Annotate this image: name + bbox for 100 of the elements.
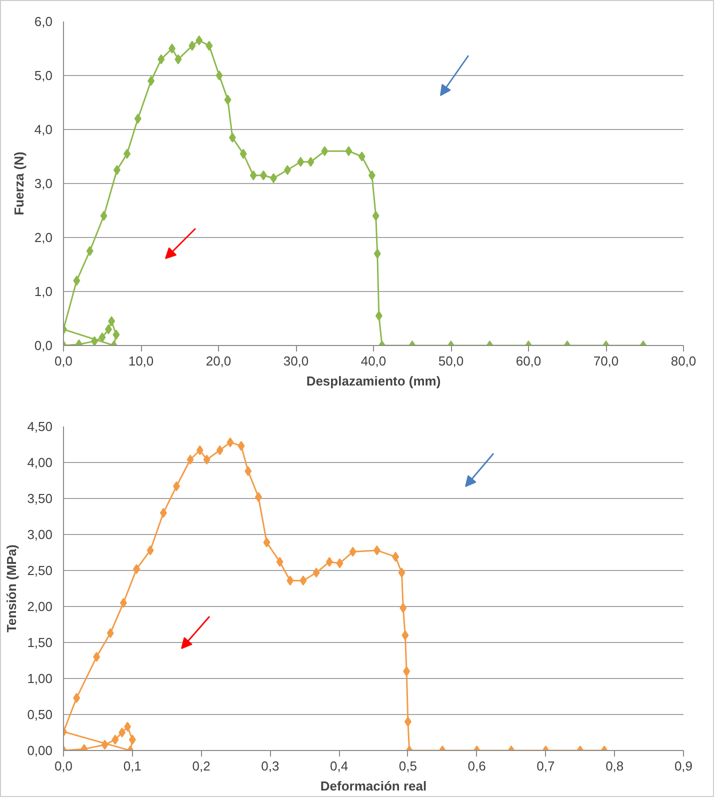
- point: [106, 628, 114, 638]
- x-tick-label: 10,0: [128, 354, 154, 368]
- point: [398, 568, 406, 578]
- x-axis-title: Desplazamiento (mm): [306, 374, 441, 388]
- point: [224, 94, 232, 105]
- point: [284, 165, 291, 175]
- point: [286, 576, 294, 586]
- point: [297, 156, 304, 167]
- point: [321, 146, 328, 156]
- point: [254, 492, 262, 502]
- point: [112, 734, 119, 745]
- point: [276, 556, 284, 567]
- x-axis-title: Deformación real: [320, 778, 427, 794]
- y-tick-label: 2,00: [27, 599, 53, 614]
- point: [93, 652, 100, 662]
- point: [244, 466, 252, 476]
- y-tick-label: 4,0: [34, 122, 53, 137]
- y-tick-label: 0,00: [27, 743, 53, 758]
- point: [326, 556, 333, 567]
- point: [98, 332, 106, 342]
- point: [206, 40, 213, 51]
- point: [196, 35, 203, 46]
- x-tick-label: 50,0: [438, 354, 464, 368]
- x-tick-label: 60,0: [516, 354, 542, 368]
- point: [300, 576, 307, 586]
- y-tick-label: 2,0: [34, 230, 53, 245]
- point: [336, 558, 344, 568]
- x-tick-label: 30,0: [283, 354, 309, 368]
- point: [203, 454, 210, 465]
- point: [101, 740, 108, 750]
- y-axis-title: Tensión (MPa): [4, 544, 20, 632]
- point: [400, 602, 407, 613]
- point: [158, 54, 165, 64]
- point: [146, 545, 154, 556]
- point: [270, 173, 278, 184]
- point: [91, 336, 98, 346]
- point: [260, 170, 267, 180]
- y-tick-label: 3,50: [27, 491, 53, 506]
- y-tick-label: 5,0: [34, 68, 53, 83]
- x-tick-label: 80,0: [670, 354, 696, 368]
- point: [86, 246, 94, 256]
- point: [118, 728, 126, 738]
- y-tick-label: 0,0: [34, 338, 53, 353]
- x-tick-label: 0,7: [536, 758, 555, 774]
- y-tick-label: 3,0: [34, 176, 53, 191]
- y-tick-label: 1,50: [27, 635, 53, 650]
- x-tick-label: 0,6: [468, 758, 486, 774]
- point: [134, 114, 142, 124]
- point: [108, 316, 116, 326]
- point: [374, 248, 381, 259]
- point: [216, 445, 224, 456]
- point: [100, 210, 108, 221]
- x-tick-label: 0,2: [192, 758, 210, 774]
- point: [168, 44, 176, 54]
- point: [216, 70, 223, 80]
- point: [73, 276, 80, 286]
- y-tick-label: 6,0: [34, 14, 53, 29]
- x-tick-label: 0,0: [54, 354, 73, 368]
- point: [375, 310, 382, 321]
- point: [368, 170, 376, 180]
- point: [112, 330, 120, 340]
- x-tick-label: 0,5: [398, 758, 417, 774]
- x-tick-label: 0,3: [261, 758, 280, 774]
- x-tick-label: 0,0: [54, 758, 73, 774]
- point: [240, 148, 247, 159]
- y-tick-label: 1,00: [27, 671, 53, 686]
- y-tick-label: 0,50: [27, 707, 53, 722]
- point: [349, 546, 356, 557]
- point: [402, 630, 409, 640]
- point: [312, 568, 320, 578]
- point: [226, 437, 234, 448]
- x-tick-label: 0,4: [330, 758, 348, 774]
- y-tick-label: 1,0: [34, 284, 53, 299]
- x-tick-label: 0,1: [123, 758, 142, 774]
- point: [263, 537, 270, 548]
- point: [372, 210, 380, 221]
- y-tick-label: 4,00: [27, 455, 53, 470]
- point: [172, 481, 180, 492]
- point: [186, 454, 194, 465]
- point: [73, 692, 80, 703]
- point: [250, 170, 257, 180]
- y-tick-label: 4,50: [27, 419, 53, 434]
- point: [120, 598, 127, 608]
- point: [307, 156, 314, 167]
- point: [404, 716, 412, 727]
- point: [174, 54, 182, 64]
- point: [104, 324, 112, 334]
- point: [238, 440, 245, 451]
- point: [188, 40, 196, 51]
- x-tick-label: 0,9: [674, 758, 693, 774]
- point: [113, 165, 120, 175]
- point: [403, 666, 410, 676]
- x-tick-label: 40,0: [360, 354, 386, 368]
- y-tick-label: 3,00: [27, 527, 53, 542]
- point: [124, 148, 131, 159]
- point: [128, 734, 136, 745]
- point: [148, 76, 155, 86]
- x-tick-label: 70,0: [593, 354, 619, 368]
- point: [160, 508, 167, 518]
- point: [124, 722, 132, 732]
